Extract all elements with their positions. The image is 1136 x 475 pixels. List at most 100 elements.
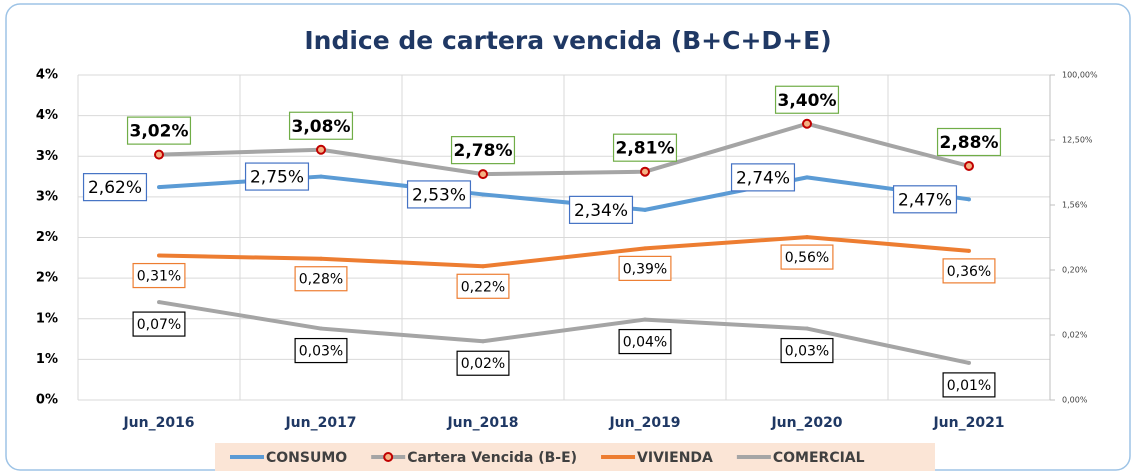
- data-label-box: [618, 255, 672, 281]
- data-label-box: [126, 116, 192, 145]
- point: [319, 174, 323, 179]
- data-label-box: [294, 337, 348, 364]
- data-label-box: [892, 185, 958, 214]
- y-tick-label: 4%: [36, 108, 58, 123]
- data-label-box: [244, 162, 310, 191]
- series-line: [158, 235, 970, 269]
- marker: [478, 169, 488, 180]
- y2-tick-label: 12,50%: [1062, 136, 1093, 145]
- point: [643, 246, 647, 251]
- point: [805, 326, 809, 331]
- data-label: 0,56%: [785, 250, 829, 266]
- data-label: 0,31%: [137, 269, 181, 285]
- data-label: 2,78%: [454, 141, 513, 161]
- point: [319, 256, 323, 261]
- legend-marker: [383, 452, 394, 462]
- data-label-box: [730, 163, 796, 192]
- y-tick-label: 2%: [36, 230, 58, 245]
- data-label-box: [774, 85, 840, 114]
- data-label-box: [450, 136, 516, 165]
- y-tick-label: 3%: [36, 149, 58, 164]
- data-label-box: [406, 180, 472, 209]
- data-label: 2,34%: [574, 201, 628, 221]
- y-tick-label: 1%: [36, 311, 58, 326]
- x-tick-label: Jun_2020: [770, 415, 842, 431]
- point: [157, 300, 161, 305]
- data-label-box: [456, 350, 510, 376]
- x-tick-label: Jun_2019: [608, 415, 680, 431]
- data-label-box: [612, 133, 678, 162]
- point: [967, 360, 971, 365]
- point: [805, 235, 809, 240]
- y2-tick-label: 100,00%: [1062, 71, 1098, 80]
- data-label-box: [132, 262, 186, 289]
- point: [319, 326, 323, 331]
- point: [643, 317, 647, 322]
- point: [967, 197, 971, 202]
- data-label-box: [132, 311, 186, 337]
- data-label: 0,01%: [947, 378, 991, 394]
- data-label: 0,03%: [299, 344, 343, 360]
- data-label-box: [82, 173, 148, 202]
- data-label: 2,88%: [940, 133, 999, 153]
- point: [481, 264, 485, 269]
- data-label: 2,74%: [736, 168, 790, 188]
- data-label-box: [936, 127, 1002, 157]
- data-label: 0,36%: [947, 264, 991, 280]
- data-label: 0,22%: [461, 279, 505, 295]
- data-label-box: [780, 244, 834, 270]
- point: [157, 253, 161, 258]
- marker: [316, 144, 326, 155]
- data-label-box: [288, 111, 354, 140]
- y2-tick-label: 0,00%: [1062, 396, 1088, 405]
- data-label: 2,81%: [616, 139, 675, 159]
- marker: [154, 149, 164, 160]
- data-label-box: [780, 337, 834, 364]
- marker: [640, 166, 650, 177]
- data-label: 0,28%: [299, 272, 343, 288]
- point: [481, 192, 485, 197]
- data-label: 2,75%: [250, 168, 304, 188]
- series-line: [158, 300, 970, 365]
- point: [157, 185, 161, 190]
- data-label-box: [294, 266, 348, 292]
- x-tick-label: Jun_2018: [446, 415, 518, 431]
- marker: [802, 118, 812, 129]
- legend-label: CONSUMO: [266, 450, 347, 466]
- data-label-box: [568, 195, 634, 224]
- data-label: 0,07%: [137, 317, 181, 333]
- legend-label: VIVIENDA: [637, 450, 713, 466]
- y2-tick-label: 1,56%: [1062, 201, 1088, 210]
- legend-label: Cartera Vencida (B-E): [407, 450, 577, 466]
- legend-label: COMERCIAL: [773, 450, 865, 466]
- data-label: 3,02%: [130, 122, 189, 142]
- data-label: 3,08%: [292, 117, 351, 137]
- chart-title: Indice de cartera vencida (B+C+D+E): [304, 26, 831, 55]
- point: [805, 175, 809, 180]
- point: [967, 248, 971, 253]
- x-tick-label: Jun_2017: [284, 415, 356, 431]
- data-label-box: [942, 258, 996, 284]
- data-label: 2,47%: [898, 190, 952, 210]
- data-label: 2,53%: [412, 185, 466, 205]
- data-label: 0,04%: [623, 335, 667, 351]
- y-tick-label: 0%: [36, 393, 58, 408]
- data-label-box: [456, 273, 510, 299]
- y2-tick-label: 0,02%: [1062, 331, 1088, 340]
- legend-box: [215, 443, 935, 471]
- x-tick-label: Jun_2021: [932, 415, 1004, 431]
- series-line: [158, 121, 970, 177]
- point: [481, 339, 485, 344]
- data-label-box: [618, 328, 672, 355]
- data-label: 2,62%: [88, 178, 142, 198]
- y-tick-label: 2%: [36, 271, 58, 286]
- data-label: 3,40%: [778, 91, 837, 111]
- y-tick-label: 3%: [36, 189, 58, 204]
- data-label-box: [942, 372, 996, 398]
- point: [643, 207, 647, 212]
- y-tick-label: 4%: [36, 68, 58, 83]
- y-tick-label: 1%: [36, 352, 58, 367]
- data-label: 0,02%: [461, 356, 505, 372]
- data-label: 0,39%: [623, 261, 667, 277]
